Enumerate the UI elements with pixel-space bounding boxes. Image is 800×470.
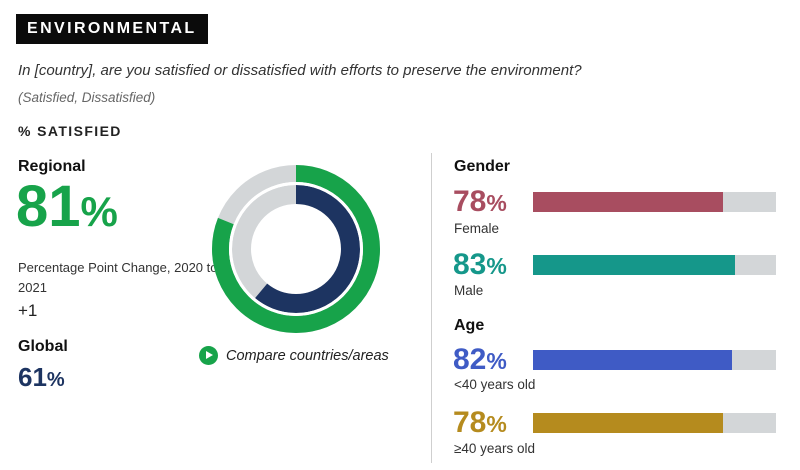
section-tag: ENVIRONMENTAL (16, 14, 208, 44)
global-value-pct: % (46, 369, 65, 391)
bar-track (533, 192, 776, 212)
global-value-number: 61 (18, 362, 47, 392)
bar-value-label: 82% (453, 345, 507, 375)
bar-track (533, 413, 776, 433)
bar-value-label: 83% (453, 250, 507, 280)
bar-value-pct: % (486, 348, 507, 374)
regional-value-number: 81 (16, 174, 81, 239)
regional-label: Regional (18, 158, 86, 175)
global-value: 61% (18, 362, 65, 393)
change-value: +1 (18, 301, 38, 320)
ring-separator (229, 182, 363, 316)
bar-value-pct: % (486, 411, 507, 437)
bar-category-label: Female (454, 221, 500, 236)
bar-value-number: 78 (453, 185, 487, 218)
metric-label: % SATISFIED (18, 123, 122, 139)
compare-link-label: Compare countries/areas (226, 347, 389, 364)
bar-category-label: ≥40 years old (454, 441, 535, 456)
bar (533, 413, 723, 433)
bar-track (533, 350, 776, 370)
section-title-gender: Gender (454, 158, 511, 175)
regional-ring-arc (212, 165, 380, 333)
bar-value-number: 82 (453, 343, 487, 376)
bar-value-number: 83 (453, 248, 487, 281)
survey-question: In [country], are you satisfied or dissa… (18, 62, 582, 79)
regional-value: 81% (16, 178, 118, 236)
bar (533, 192, 723, 212)
bar-value-pct: % (486, 253, 507, 279)
answer-options: (Satisfied, Dissatisfied) (18, 90, 156, 105)
global-ring-arc (232, 185, 360, 313)
bar-value-pct: % (486, 190, 507, 216)
column-divider (431, 153, 432, 463)
bar (533, 350, 733, 370)
play-icon (199, 346, 218, 365)
compare-countries-link[interactable]: Compare countries/areas (199, 346, 389, 365)
section-title-age: Age (454, 317, 485, 334)
bar-track (533, 255, 776, 275)
satisfaction-donut-chart (212, 165, 380, 333)
bar-value-number: 78 (453, 406, 487, 439)
bar-value-label: 78% (453, 187, 507, 217)
bar (533, 255, 735, 275)
global-label: Global (18, 338, 68, 355)
bar-category-label: Male (454, 283, 484, 298)
regional-value-pct: % (80, 188, 118, 235)
change-label: Percentage Point Change, 2020 to 2021 (18, 260, 218, 295)
bar-category-label: <40 years old (454, 377, 536, 392)
bar-value-label: 78% (453, 408, 507, 438)
